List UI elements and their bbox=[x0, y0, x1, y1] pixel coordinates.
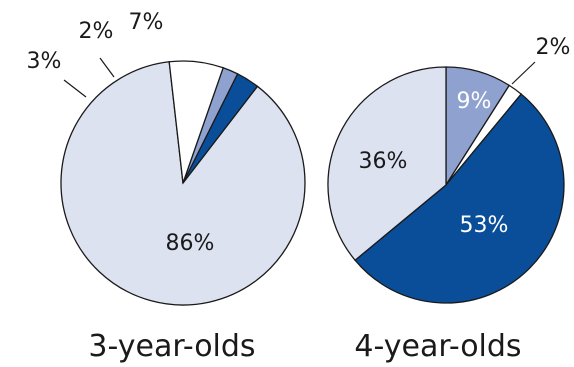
pie-1-label-2: 53% bbox=[460, 213, 509, 238]
pie-0-label-2: 2% bbox=[79, 19, 114, 44]
pie-1-leader-1 bbox=[511, 61, 536, 85]
pie-chart-4-year-olds: 9% 2% 53% 36% bbox=[327, 35, 571, 304]
chart-title-3-year-olds: 3-year-olds bbox=[88, 329, 255, 364]
pie-1-label-1: 2% bbox=[536, 35, 571, 60]
pie-0-slice-0 bbox=[60, 61, 306, 306]
pie-1-slice-3 bbox=[327, 66, 447, 262]
pie-0-slice-3 bbox=[168, 60, 224, 184]
pie-0-leader-1 bbox=[63, 79, 87, 98]
pie-1-slice-2 bbox=[354, 93, 565, 304]
chart-title-4-year-olds: 4-year-olds bbox=[354, 329, 521, 364]
pie-1-label-3: 36% bbox=[359, 149, 408, 174]
pie-1-label-0: 9% bbox=[457, 89, 492, 114]
pie-0-label-1: 3% bbox=[27, 49, 62, 74]
pie-0-label-0: 86% bbox=[166, 231, 215, 256]
pie-0-leader-2 bbox=[99, 57, 115, 78]
pie-0-label-3: 7% bbox=[129, 10, 164, 35]
pie-chart-3-year-olds: 86% 3% 2% 7% bbox=[27, 10, 306, 306]
